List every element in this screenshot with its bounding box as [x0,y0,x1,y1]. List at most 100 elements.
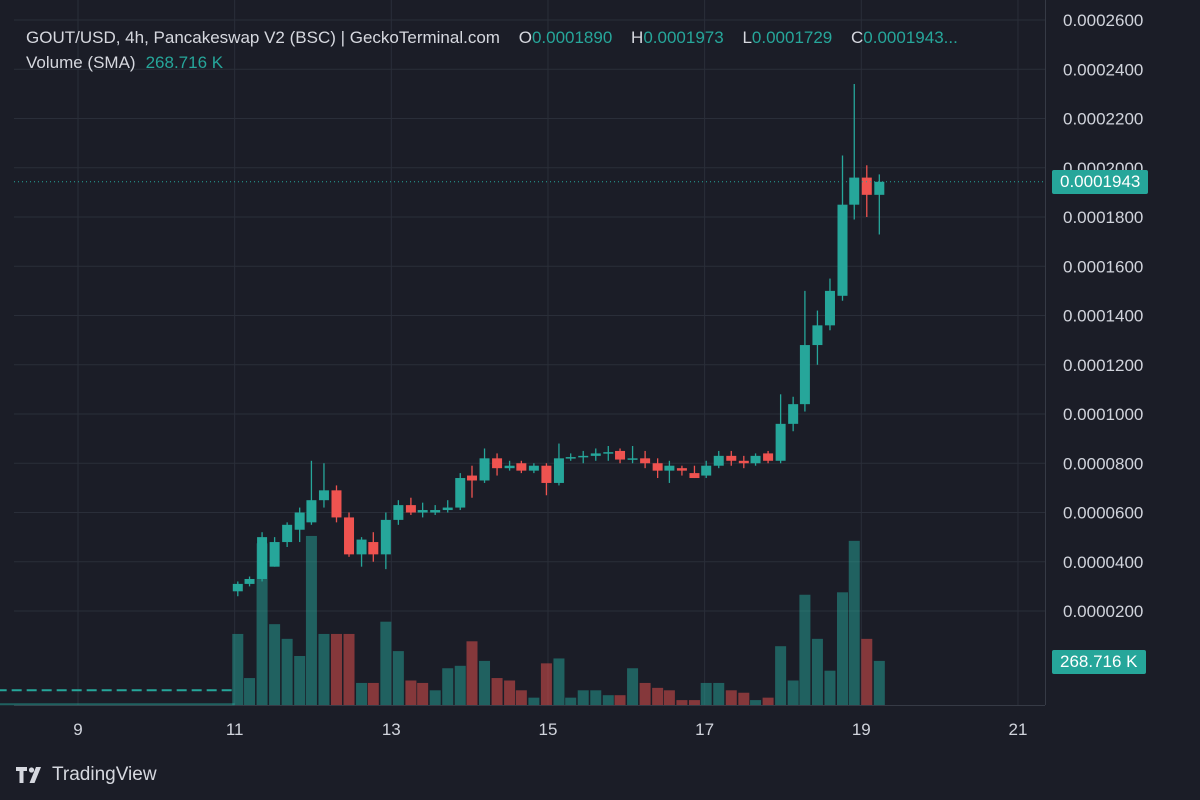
candle [603,446,614,461]
candle-body [627,458,638,460]
volume-bar [504,680,516,705]
volume-bar [565,697,577,705]
volume-bar [824,670,836,705]
candle [590,448,601,461]
price-tick-label: 0.0002200 [1063,110,1143,129]
candle [269,537,280,567]
time-axis[interactable]: 9 11 13 15 17 19 21 [73,720,1027,739]
time-tick-label: 19 [852,720,871,739]
symbol-legend: GOUT/USD, 4h, Pancakeswap V2 (BSC) | Gec… [26,28,958,48]
price-tick-label: 0.0001000 [1063,405,1143,424]
candle [652,458,663,479]
symbol-title: GOUT/USD, 4h, Pancakeswap V2 (BSC) | Gec… [26,28,500,47]
candle [344,512,355,557]
volume-bar [787,680,799,705]
high-value: 0.0001973 [643,28,724,47]
volume-bar [700,682,712,705]
volume-bar [738,692,750,705]
volume-bar [294,656,306,705]
volume-bar [639,682,651,705]
candle-body [516,463,527,471]
candle-body [676,468,687,471]
close-label: C [851,28,864,47]
candle-body [738,460,749,464]
candle-body [417,510,428,513]
price-axis[interactable]: 0.0000200 0.0000400 0.0000600 0.0000800 0.00… [1063,11,1143,621]
volume-bar [762,697,774,705]
candle [479,448,490,483]
close-value: 0.0001943... [863,28,958,47]
candle-body [603,452,614,454]
volume-bar [725,690,737,705]
volume-legend: Volume (SMA) 268.716 K [26,53,223,73]
volume-bar [627,668,639,705]
candle [442,500,453,513]
candle [516,460,527,474]
last-price-tag: 0.0001943 [1052,169,1149,194]
candle-body [664,465,675,471]
candle [430,505,441,515]
candle-body [701,465,712,476]
volume-bar [343,633,355,705]
price-tick-label: 0.0000800 [1063,454,1143,473]
candle-body [763,453,774,461]
candle-body [874,181,885,195]
low-label: L [742,28,752,47]
candle-body [393,505,404,520]
volume-bar [429,690,441,705]
volume-sma-tag: 268.716 K [1052,650,1146,674]
volume-value: 268.716 K [145,53,224,72]
grid-lines [14,0,1046,706]
candle [528,463,539,474]
candle-body [269,542,280,567]
volume-bar [330,633,342,705]
candle-body [750,455,761,464]
candle-body [528,465,539,471]
tradingview-branding[interactable]: TradingView [16,764,157,786]
candle-body [318,490,329,501]
open-label: O [518,28,532,47]
volume-bars [0,535,885,706]
candle [578,450,589,464]
candle-body [837,204,848,296]
volume-bar [356,682,368,705]
candle [331,485,342,523]
candle [232,581,243,597]
candle-body [504,465,515,469]
candle [541,463,552,496]
volume-bar [837,592,849,705]
candle-body [442,507,453,511]
volume-bar [256,543,268,705]
volume-bar [799,594,811,705]
candle [393,500,404,525]
candle [664,460,675,483]
candle-body [306,500,317,523]
candle-body [578,455,589,458]
volume-bar [663,690,675,705]
candle [368,532,379,562]
candle-body [282,524,293,543]
candle [701,460,712,479]
time-tick-label: 21 [1008,720,1027,739]
candle [824,278,835,331]
candle [405,497,416,515]
low-value: 0.0001729 [751,28,833,47]
tradingview-label: TradingView [52,764,157,785]
time-tick-label: 11 [226,720,244,739]
volume-bar [466,641,478,705]
candle [627,446,638,464]
candle-body [788,404,799,424]
volume-bar [281,638,293,705]
candle-body [541,465,552,483]
candle [640,450,651,469]
candle [713,450,724,469]
volume-bar [392,651,404,705]
candle-body [861,177,872,195]
volume-bar [244,678,256,705]
candle-body [640,458,651,464]
candle-body [689,473,700,479]
volume-bar [417,682,429,705]
candle [294,507,305,543]
candle [553,443,564,486]
